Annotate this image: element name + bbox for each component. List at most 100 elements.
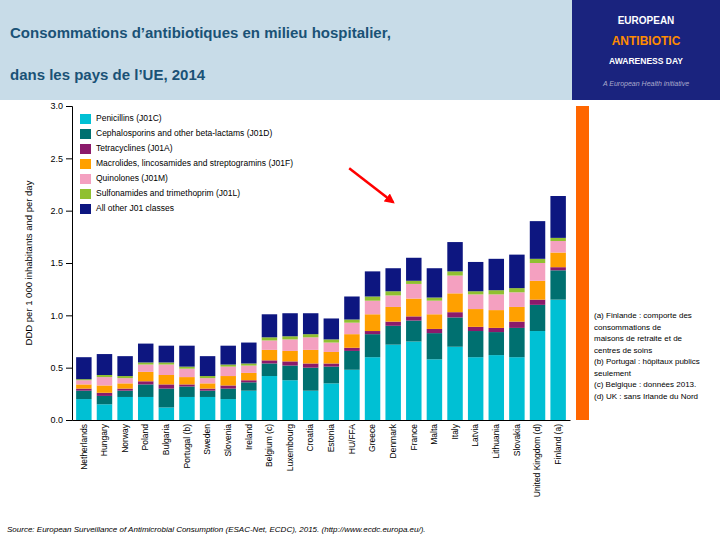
legend-swatch — [80, 129, 91, 139]
bar-segment — [406, 342, 421, 421]
bar-segment — [241, 373, 256, 380]
legend-label: Sulfonamides and trimethoprim (J01L) — [96, 188, 240, 198]
y-axis-line — [66, 107, 73, 421]
x-tick-label: Netherlands — [79, 424, 89, 470]
bar-segment — [427, 268, 442, 297]
bar-segment — [509, 328, 524, 357]
bar-segment — [97, 393, 112, 396]
bar-segment — [406, 321, 421, 342]
bar-segment — [76, 389, 91, 391]
x-tick-label: Luxembourg — [285, 424, 295, 472]
bar-segment — [179, 387, 194, 397]
x-tick: Lithuania — [491, 420, 501, 459]
y-tick-label: 0.5 — [50, 363, 63, 373]
bar-segment — [427, 314, 442, 329]
bar-segment — [447, 312, 462, 317]
bar-segment — [365, 357, 380, 420]
x-tick-label: France — [409, 424, 419, 451]
x-tick: Netherlands — [79, 420, 89, 470]
bar-segment — [344, 320, 359, 323]
footnote: (c) Belgique : données 2013. — [594, 380, 696, 389]
bar-segment — [509, 357, 524, 420]
y-tick: 0.0 — [50, 415, 72, 425]
legend-swatch — [80, 204, 91, 214]
bar-segment — [220, 367, 235, 376]
bar-segment — [406, 316, 421, 320]
x-tick: Estonia — [326, 420, 336, 452]
footnote: centres de soins — [594, 346, 652, 355]
x-tick: HU/FFA — [347, 420, 357, 454]
bar-segment — [200, 383, 215, 388]
bar-segment — [200, 389, 215, 391]
y-tick-mark — [66, 315, 72, 316]
bar-segment — [365, 314, 380, 331]
bar-segment — [97, 377, 112, 385]
logo-text: ANTIBIOTIC — [612, 34, 681, 48]
y-tick-label: 2.0 — [50, 206, 63, 216]
bar-segment — [200, 356, 215, 376]
logo-background — [572, 0, 720, 100]
y-tick-label: 2.5 — [50, 154, 63, 164]
bar-segment — [159, 384, 174, 388]
legend-label: Cephalosporins and other beta-lactams (J… — [96, 128, 272, 138]
x-tick-label: Belgium (c) — [264, 424, 274, 467]
bar-segment — [447, 293, 462, 312]
x-tick: France — [409, 420, 419, 450]
bar-segment — [282, 336, 297, 339]
logo-text: AWARENESS DAY — [609, 56, 683, 66]
bar-segment — [344, 351, 359, 370]
bar-segment — [489, 290, 504, 294]
bar-segment — [365, 334, 380, 357]
bar-segment — [324, 318, 339, 339]
bar-segment — [489, 259, 504, 290]
bar-segment — [138, 384, 153, 397]
y-tick-label: 1.0 — [50, 311, 63, 321]
bar-segment — [324, 339, 339, 342]
x-tick: Slovenia — [223, 420, 233, 457]
bars — [76, 196, 566, 420]
bar-segment — [200, 391, 215, 397]
bar-segment — [179, 346, 194, 367]
x-tick-label: Denmark — [388, 423, 398, 458]
bar-segment — [262, 340, 277, 349]
footnote: (b) Portugal : hôpitaux publics — [594, 357, 700, 366]
bar-segment — [179, 369, 194, 377]
bar-segment — [468, 357, 483, 420]
series-bars — [76, 241, 566, 385]
bar-segment — [530, 300, 545, 305]
bar-segment — [117, 397, 132, 420]
bar-segment — [427, 329, 442, 333]
bar-segment — [550, 196, 565, 238]
bar-segment — [262, 360, 277, 363]
bar-segment — [303, 334, 318, 337]
bar-segment — [159, 346, 174, 363]
bar-segment — [282, 351, 297, 361]
bar-segment — [159, 389, 174, 408]
bar-segment — [97, 396, 112, 404]
bar-segment — [489, 294, 504, 310]
bar-segment — [241, 391, 256, 420]
x-tick: Poland — [140, 420, 150, 450]
annotation-arrow — [349, 168, 393, 202]
bar-segment — [220, 385, 235, 388]
x-tick: Sweden — [202, 420, 212, 455]
bar-segment — [262, 376, 277, 420]
bar-segment — [468, 262, 483, 291]
y-axis-title: DDD per 1 000 inhabitants and per day — [23, 180, 34, 345]
series-bars — [76, 270, 566, 407]
bar-segment — [489, 332, 504, 355]
bar-segment — [76, 357, 91, 379]
bar-segment — [76, 380, 91, 384]
bar-segment — [220, 376, 235, 385]
footnote: maisons de retraite et de — [594, 334, 683, 343]
bar-segment — [117, 383, 132, 388]
x-tick: Belgium (c) — [264, 420, 274, 467]
legend-label: Penicillins (J01C) — [96, 113, 162, 123]
bar-segment — [385, 295, 400, 307]
x-tick: Denmark — [388, 420, 398, 458]
series-bars — [76, 238, 566, 380]
bar-segment — [447, 347, 462, 420]
bar-segment — [530, 305, 545, 331]
bar-segment — [282, 380, 297, 420]
x-tick-label: Poland — [140, 424, 150, 451]
